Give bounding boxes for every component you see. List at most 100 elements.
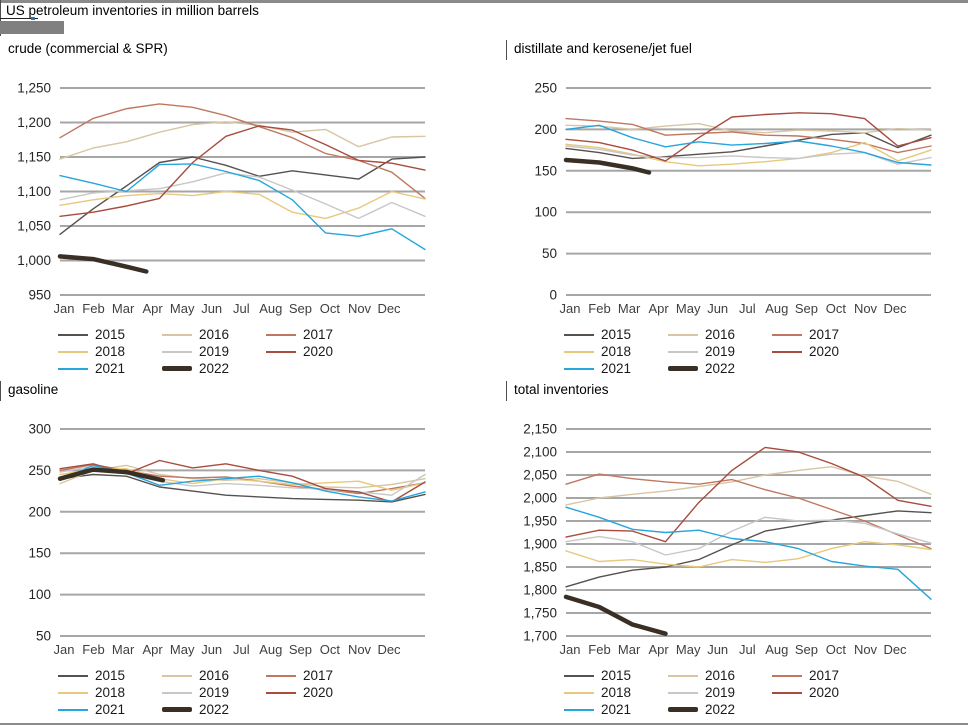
series-line-2016 xyxy=(565,122,932,134)
legend-label-2021: 2021 xyxy=(95,361,126,376)
legend-swatch-2020 xyxy=(266,350,296,353)
x-tick-label: Mar xyxy=(618,301,641,316)
x-tick-label: Nov xyxy=(348,301,372,316)
legend-swatch-2015 xyxy=(564,333,594,336)
legend-label-2016: 2016 xyxy=(705,327,736,342)
legend-swatch-2018 xyxy=(564,691,594,694)
x-tick-label: Feb xyxy=(588,301,610,316)
legend-label-2017: 2017 xyxy=(809,668,840,683)
legend-swatch-2015 xyxy=(58,333,88,336)
legend-swatch-2019 xyxy=(162,350,192,353)
legend-swatch-2016 xyxy=(668,333,698,336)
legend-item-2017: 2017 xyxy=(772,326,876,343)
legend-label-2018: 2018 xyxy=(601,344,632,359)
legend-label-2017: 2017 xyxy=(303,327,334,342)
x-tick-label: May xyxy=(676,301,701,316)
chart-section-total: total inventories 2,150 2,100 2,050 2,000 1,… xyxy=(506,379,956,718)
y-tick-label: 1,200 xyxy=(17,115,51,130)
legend-label-2020: 2020 xyxy=(809,344,840,359)
y-tick-label: 250 xyxy=(534,81,557,96)
legend-item-2017: 2017 xyxy=(266,667,370,684)
legend-item-2021: 2021 xyxy=(58,360,162,377)
legend-label-2017: 2017 xyxy=(303,668,334,683)
legend-crude: 2015 2016 2017 2018 2019 2020 2021 2022 xyxy=(58,326,450,377)
x-tick-label: Nov xyxy=(348,642,372,657)
y-tick-label: 950 xyxy=(28,288,51,303)
series-line-2022 xyxy=(57,467,166,483)
y-tick-label: 1,100 xyxy=(17,184,51,199)
y-tick-label: 2,100 xyxy=(523,445,557,460)
x-tick-label: Oct xyxy=(320,642,341,657)
legend-label-2021: 2021 xyxy=(601,702,632,717)
legend-swatch-2018 xyxy=(58,691,88,694)
legend-item-2019: 2019 xyxy=(668,684,772,701)
legend-label-2020: 2020 xyxy=(809,685,840,700)
legend-label-2015: 2015 xyxy=(95,327,126,342)
legend-item-2018: 2018 xyxy=(58,343,162,360)
y-tick-label: 1,850 xyxy=(523,560,557,575)
legend-swatch-2021 xyxy=(564,708,594,711)
legend-label-2018: 2018 xyxy=(95,344,126,359)
legend-swatch-2017 xyxy=(266,333,296,336)
series-line-2018 xyxy=(59,467,426,492)
legend-swatch-2016 xyxy=(668,674,698,677)
legend-swatch-2017 xyxy=(772,333,802,336)
y-tick-label: 1,150 xyxy=(17,150,51,165)
chart-section-distillate: distillate and kerosene/jet fuel 250 200 1… xyxy=(506,38,956,377)
chart-section-crude: crude (commercial & SPR) 1,250 1,200 1,150… xyxy=(0,38,450,377)
y-tick-label: 200 xyxy=(28,504,51,519)
x-tick-label: Sep xyxy=(289,301,312,316)
series-line-2019 xyxy=(59,172,426,220)
legend-item-2020: 2020 xyxy=(266,343,370,360)
y-tick-label: 300 xyxy=(28,422,51,437)
x-tick-label: Feb xyxy=(82,642,104,657)
legend-item-2020: 2020 xyxy=(266,684,370,701)
title-underline-marker xyxy=(31,17,35,20)
legend-item-2018: 2018 xyxy=(564,684,668,701)
x-tick-label: Jul xyxy=(233,642,250,657)
series-line-2015 xyxy=(59,156,426,236)
series-line-2021 xyxy=(565,506,932,600)
top-border xyxy=(0,0,968,3)
x-tick-label: Apr xyxy=(648,642,669,657)
legend-label-2015: 2015 xyxy=(601,668,632,683)
x-tick-label: Oct xyxy=(826,301,847,316)
y-tick-label: 1,950 xyxy=(523,514,557,529)
legend-item-2018: 2018 xyxy=(58,684,162,701)
series-line-2022 xyxy=(57,254,149,274)
legend-swatch-2019 xyxy=(162,691,192,694)
series-line-2022 xyxy=(563,157,652,175)
legend-item-2020: 2020 xyxy=(772,684,876,701)
chart-title-gasoline: gasoline xyxy=(0,381,450,401)
legend-swatch-2018 xyxy=(58,350,88,353)
x-tick-label: Apr xyxy=(648,301,669,316)
legend-swatch-2020 xyxy=(772,350,802,353)
legend-item-2021: 2021 xyxy=(58,701,162,718)
y-tick-label: 1,900 xyxy=(523,537,557,552)
legend-swatch-2018 xyxy=(564,350,594,353)
series-line-2017 xyxy=(59,103,426,200)
legend-swatch-2022 xyxy=(162,366,192,371)
x-tick-label: Dec xyxy=(377,301,401,316)
source-redaction-box xyxy=(0,21,64,34)
legend-label-2018: 2018 xyxy=(601,685,632,700)
legend-item-2021: 2021 xyxy=(564,360,668,377)
y-tick-label: 50 xyxy=(542,246,557,261)
legend-swatch-2020 xyxy=(266,691,296,694)
series-line-2015 xyxy=(59,473,426,503)
y-tick-label: 150 xyxy=(28,546,51,561)
y-tick-label: 2,150 xyxy=(523,422,557,437)
x-tick-label: Jan xyxy=(54,642,75,657)
y-tick-label: 1,800 xyxy=(523,583,557,598)
legend-item-2019: 2019 xyxy=(162,343,266,360)
x-tick-label: Feb xyxy=(82,301,104,316)
x-tick-label: Sep xyxy=(289,642,312,657)
legend-label-2021: 2021 xyxy=(601,361,632,376)
y-tick-label: 100 xyxy=(28,587,51,602)
y-tick-label: 200 xyxy=(534,122,557,137)
series-line-2016 xyxy=(59,121,426,160)
series-line-2017 xyxy=(565,473,932,550)
series-line-2022 xyxy=(563,594,668,636)
legend-item-2017: 2017 xyxy=(266,326,370,343)
